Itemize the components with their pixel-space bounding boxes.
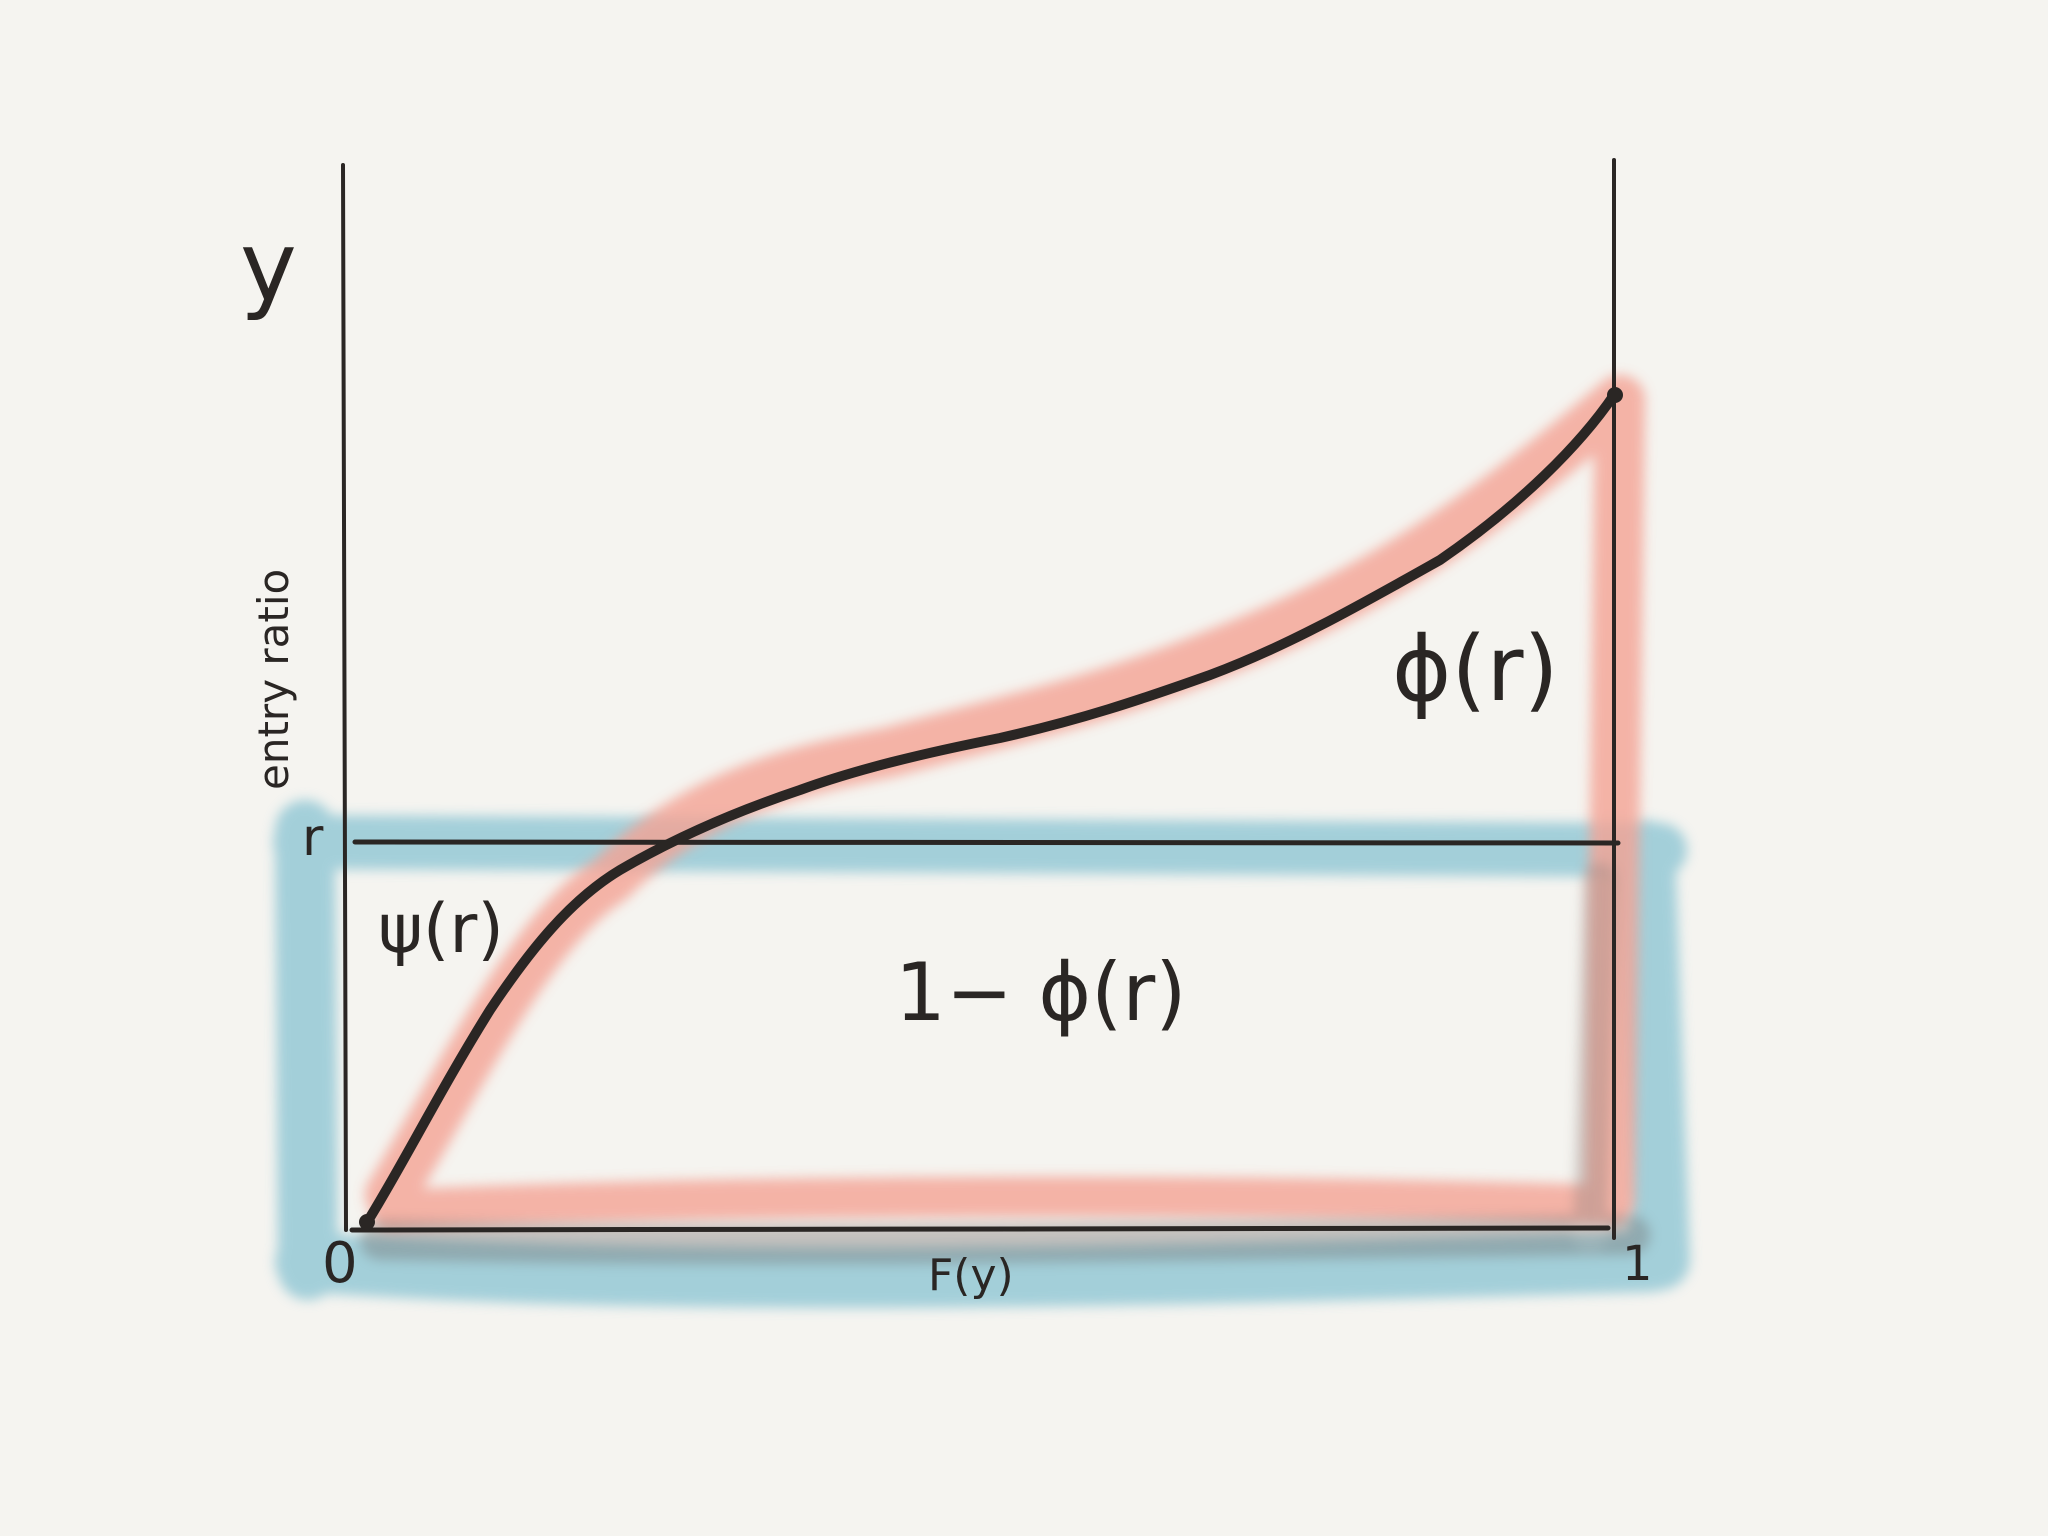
r-level-line (352, 839, 1621, 846)
one-minus-phi-label: 1− ϕ(r) (895, 946, 1186, 1039)
x-axis-line (349, 1225, 1611, 1233)
blue-highlight-bottom (275, 1232, 1680, 1308)
curve-end-point (1607, 387, 1623, 403)
x-axis-title: F(y) (928, 1250, 1014, 1301)
r-tick-label: r (302, 808, 324, 868)
axes (341, 158, 1621, 1240)
overlap-smudge (360, 863, 1650, 1265)
curve-start-point (359, 1214, 375, 1230)
one-tick-label: 1 (1622, 1236, 1653, 1292)
phi-label: ϕ(r) (1392, 617, 1559, 722)
blue-highlight-right (1615, 820, 1690, 1290)
overlap-smudge-bottom (360, 1215, 1650, 1265)
y-axis-line (341, 163, 348, 1232)
red-highlight-bottom (370, 1176, 1625, 1230)
y-axis-symbol: y (240, 211, 297, 323)
origin-tick-label: 0 (322, 1231, 358, 1296)
red-highlight-region (365, 375, 1645, 1230)
y-axis-title: entry ratio (249, 569, 298, 790)
psi-label: ψ(r) (378, 890, 504, 969)
overlap-smudge-right (1573, 863, 1617, 1252)
distribution-curve (361, 390, 1619, 1229)
blue-highlight-left (275, 800, 338, 1300)
red-highlight-curve (365, 375, 1645, 1220)
